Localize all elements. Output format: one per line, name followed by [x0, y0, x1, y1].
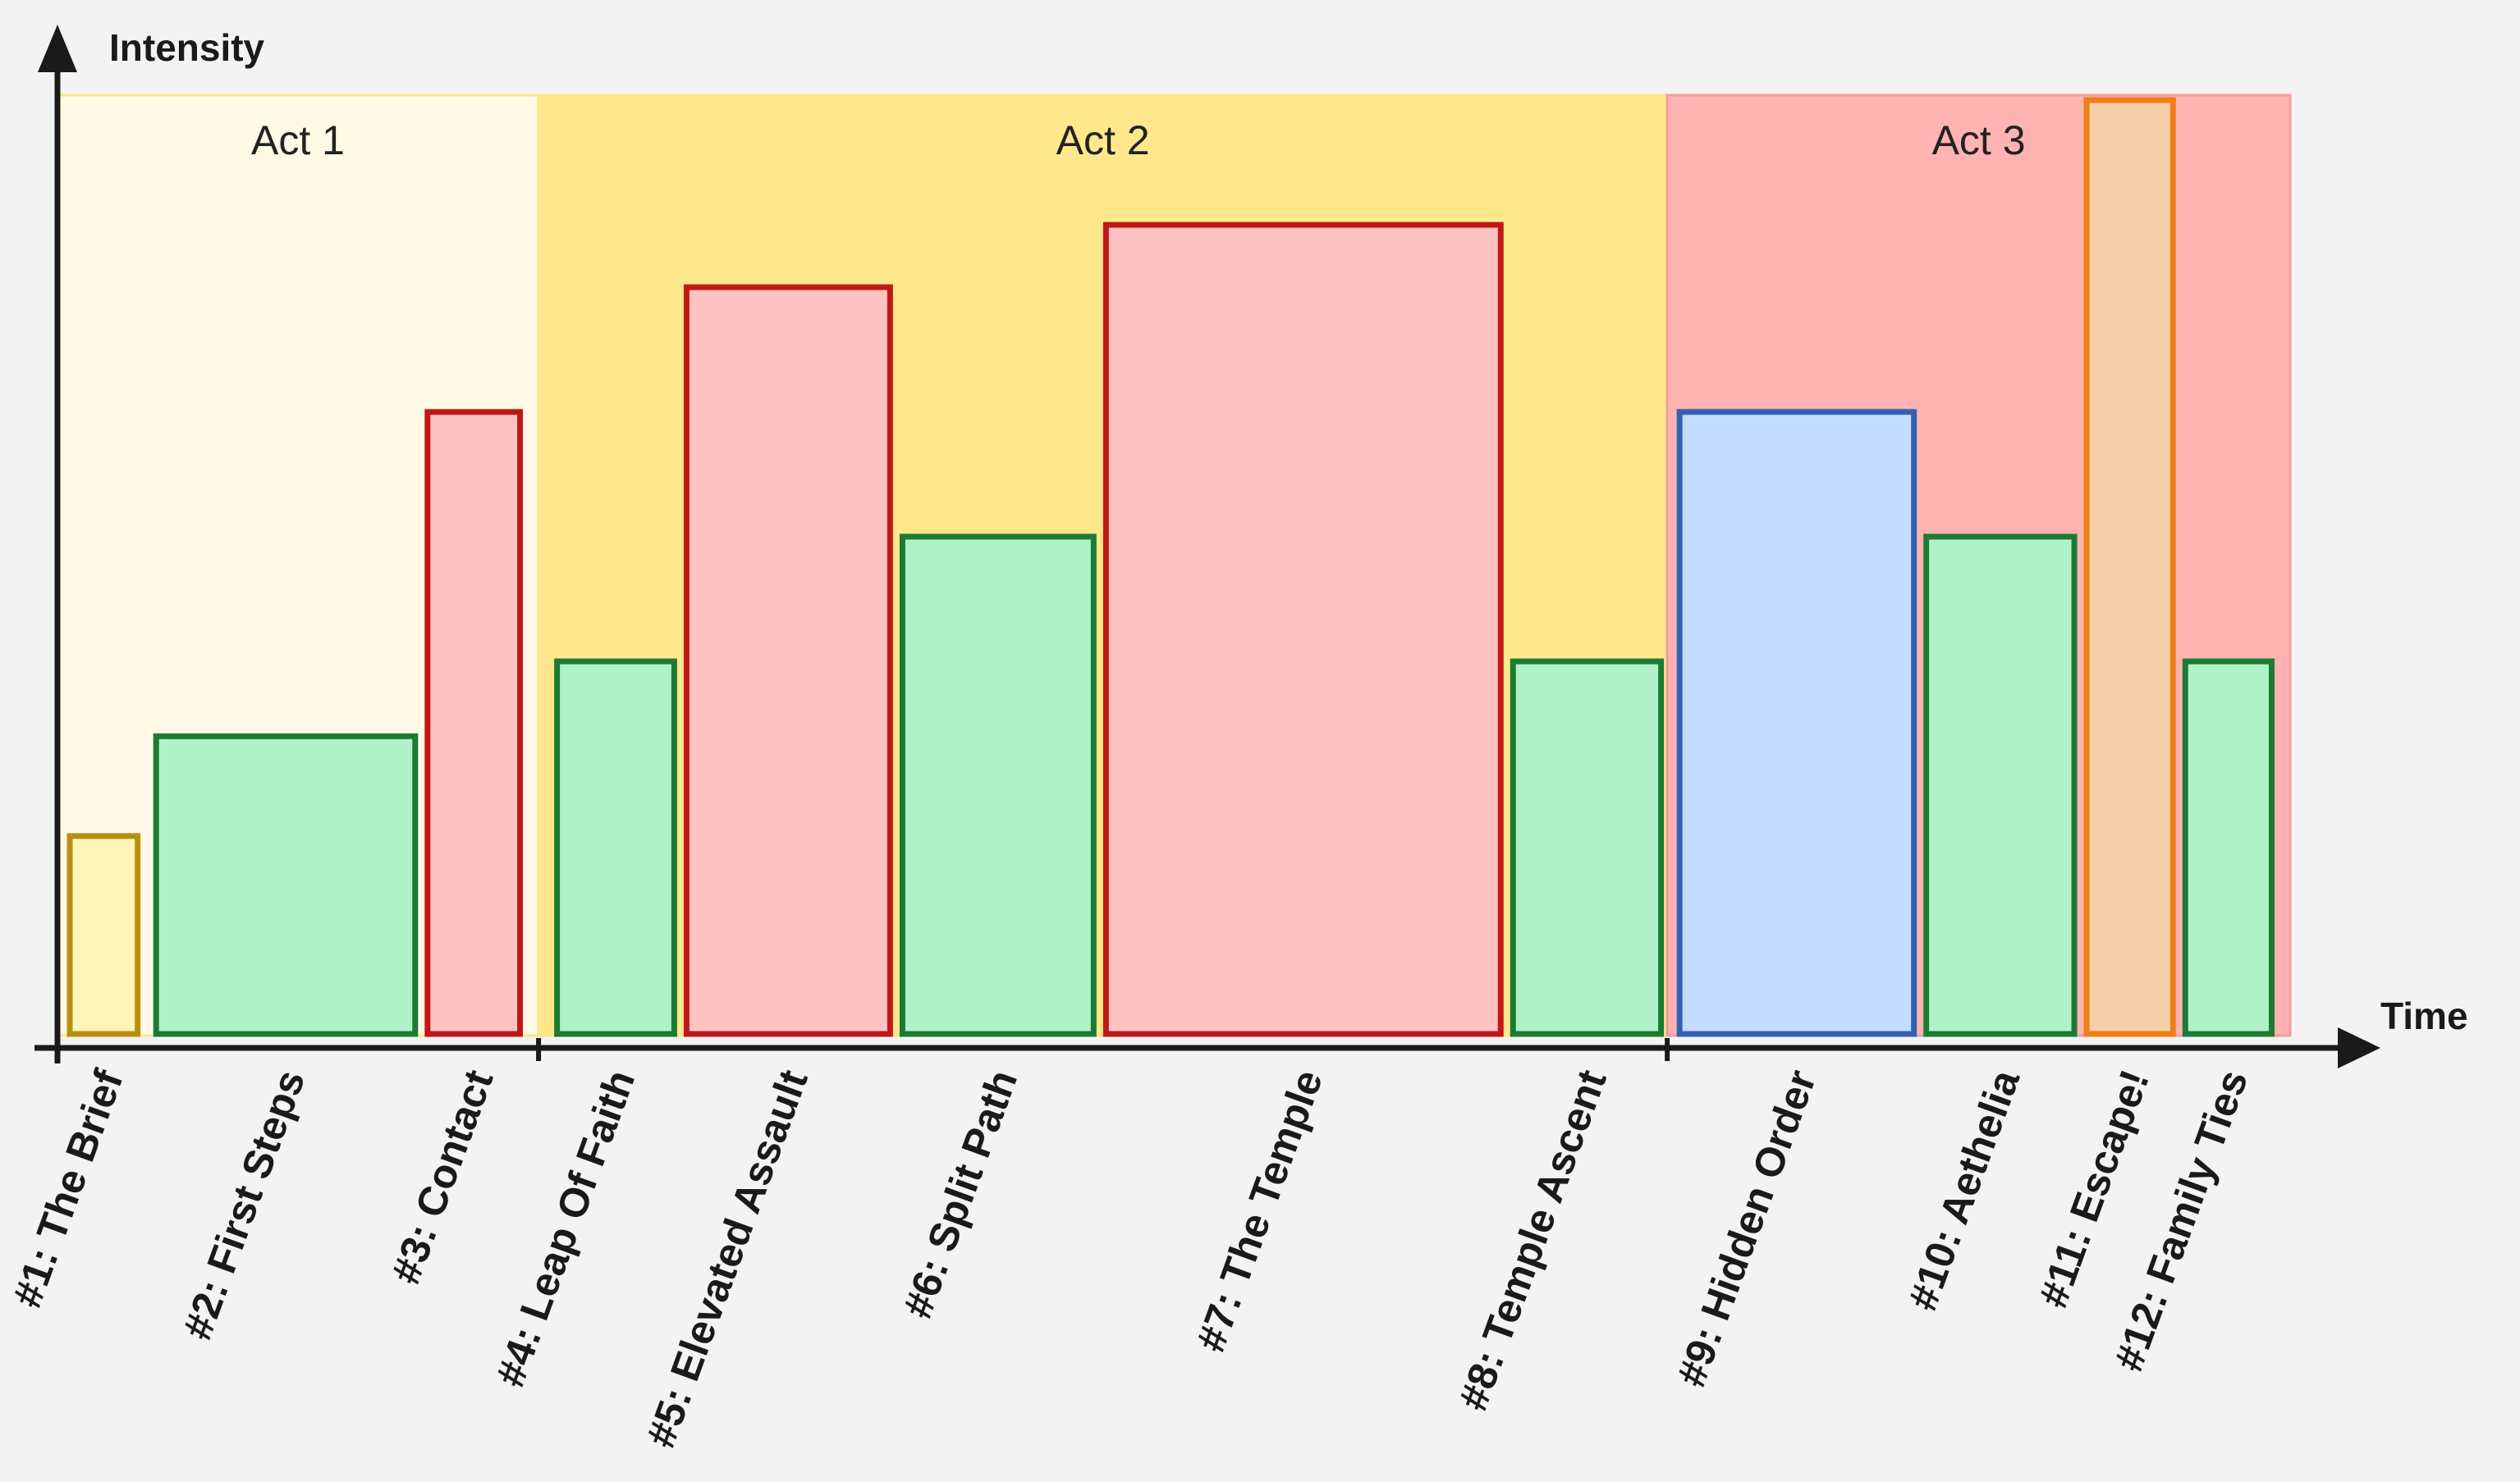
- act-label-3: Act 3: [1932, 117, 2026, 163]
- bar-9: [1676, 409, 1917, 1037]
- bar-8: [1510, 658, 1665, 1037]
- act-label-1: Act 1: [251, 117, 345, 163]
- y-axis-label: Intensity: [109, 26, 265, 69]
- bar-1: [66, 833, 141, 1037]
- bar-10: [1923, 533, 2078, 1037]
- bar-2: [153, 733, 419, 1037]
- act-label-2: Act 2: [1056, 117, 1150, 163]
- bar-12: [2182, 658, 2275, 1037]
- bar-11: [2083, 97, 2176, 1037]
- y-axis-arrow-icon: [38, 25, 77, 72]
- bar-3: [424, 409, 524, 1037]
- axes: [34, 25, 2380, 1068]
- x-axis-arrow-icon: [2338, 1027, 2380, 1068]
- bar-6: [899, 533, 1097, 1037]
- act-boundary-ticks: [536, 1038, 1670, 1061]
- bar-4: [554, 658, 677, 1037]
- bar-group: [66, 97, 2275, 1037]
- bar-7: [1102, 222, 1504, 1037]
- bar-5: [683, 284, 893, 1037]
- x-axis-label: Time: [2380, 995, 2468, 1037]
